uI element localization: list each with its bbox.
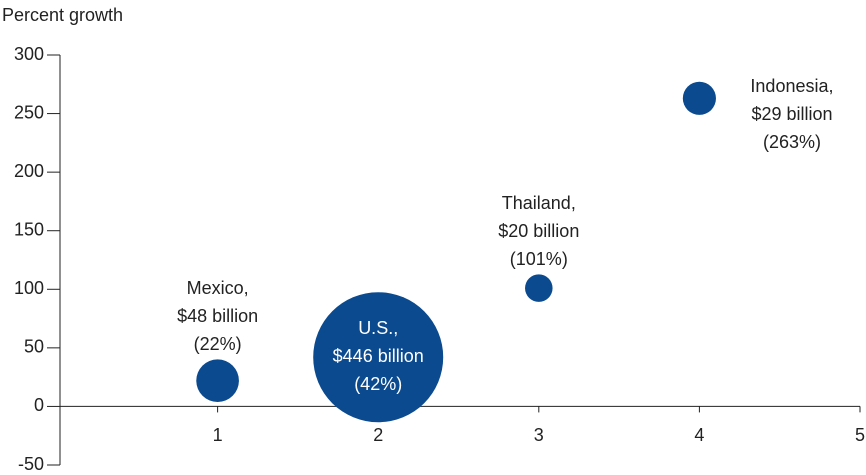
bubble-label: (263%) [763,132,821,152]
y-tick-label: 0 [34,395,44,415]
bubble-label: Indonesia, [750,76,833,96]
bubble-label: $48 billion [177,306,258,326]
x-tick-label: 5 [855,425,865,445]
bubble-label: $29 billion [751,104,832,124]
bubble-label: (22%) [194,334,242,354]
x-tick-label: 4 [694,425,704,445]
bubble-label: $20 billion [498,221,579,241]
y-tick-label: 300 [14,44,44,64]
y-tick-label: 200 [14,161,44,181]
y-tick-label: 50 [24,337,44,357]
bubble [525,274,553,302]
x-tick-label: 3 [534,425,544,445]
y-axis-label: Percent growth [2,5,123,25]
bubble-label: Mexico, [187,278,249,298]
x-tick-label: 2 [373,425,383,445]
y-tick-label: 100 [14,278,44,298]
bubble [313,292,444,423]
bubble-label: (42%) [354,374,402,394]
bubble-label: (101%) [510,249,568,269]
bubble-label: U.S., [358,318,398,338]
y-tick-label: 250 [14,102,44,122]
y-tick-label: 150 [14,219,44,239]
bubble-label: Thailand, [502,193,576,213]
bubble [682,81,716,115]
y-tick-label: -50 [18,454,44,474]
bubble-label: $446 billion [333,346,424,366]
bubble [196,359,239,402]
x-tick-label: 1 [213,425,223,445]
